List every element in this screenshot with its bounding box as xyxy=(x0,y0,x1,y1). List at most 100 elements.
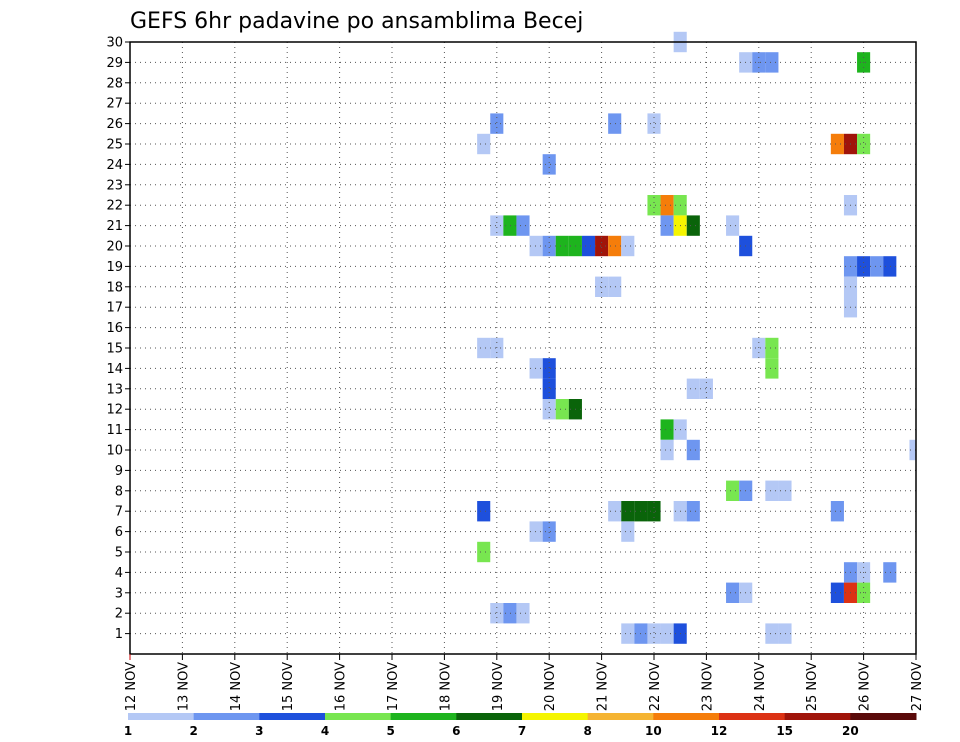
heat-cell xyxy=(647,623,661,644)
y-tick-label: 28 xyxy=(106,76,123,91)
x-tick-label: 18 NOV xyxy=(438,662,453,711)
heat-cell xyxy=(503,603,517,624)
x-tick-label: 26 NOV xyxy=(858,662,873,711)
colorbar-swatch xyxy=(719,713,786,720)
colorbar-swatch xyxy=(128,713,195,720)
heat-cell xyxy=(686,378,700,399)
y-tick-label: 19 xyxy=(106,260,123,275)
colorbar-label: 12 xyxy=(711,724,728,738)
y-tick-label: 8 xyxy=(115,484,123,499)
y-tick-label: 12 xyxy=(106,403,123,418)
heat-cell xyxy=(490,113,504,134)
plot-frame xyxy=(129,41,917,655)
x-tick-label: 16 NOV xyxy=(334,662,349,711)
heat-cell xyxy=(765,623,779,644)
chart-title: GEFS 6hr padavine po ansamblima Becej xyxy=(130,9,583,34)
y-tick-label: 21 xyxy=(106,219,123,234)
heat-cell xyxy=(490,215,504,236)
heat-cell xyxy=(699,378,713,399)
heat-cell xyxy=(726,582,740,603)
heat-cell xyxy=(686,501,700,522)
heat-cell xyxy=(647,113,661,134)
heat-cell xyxy=(595,276,609,297)
heat-cell xyxy=(477,133,491,155)
colorbar-label: 15 xyxy=(776,724,793,738)
colorbar: 1 2 3 4 5 6 7 8 10 12 15 20 xyxy=(124,713,917,738)
x-tick-label: 15 NOV xyxy=(281,662,296,711)
heat-cell xyxy=(516,603,530,624)
heat-cell xyxy=(477,501,491,522)
y-tick-label: 27 xyxy=(106,97,123,112)
colorbar-swatch xyxy=(325,713,392,720)
heat-cell xyxy=(686,439,700,461)
heat-cell xyxy=(529,235,543,257)
heat-cell xyxy=(608,235,622,257)
y-tick-label: 7 xyxy=(115,505,123,520)
heat-cell xyxy=(726,215,740,236)
heat-cell xyxy=(765,52,779,73)
y-tick-label: 29 xyxy=(106,56,123,71)
heat-cell xyxy=(647,195,661,216)
x-tick-label: 22 NOV xyxy=(648,662,663,711)
heat-cell xyxy=(686,215,700,236)
heat-cell xyxy=(490,603,504,624)
x-tick-label: 27 NOV xyxy=(910,662,925,711)
colorbar-label: 1 xyxy=(124,724,132,738)
colorbar-swatch xyxy=(784,713,851,720)
y-tick-label: 4 xyxy=(115,566,123,581)
heat-cell xyxy=(621,501,635,522)
colorbar-swatch xyxy=(850,713,917,720)
heat-cell xyxy=(608,501,622,522)
x-tick-label: 25 NOV xyxy=(805,662,820,711)
heat-cell xyxy=(503,215,517,236)
y-tick-label: 18 xyxy=(106,280,123,295)
x-tick-label: 19 NOV xyxy=(491,662,506,711)
colorbar-swatch xyxy=(522,713,589,720)
x-axis: 12 NOV 13 NOV 14 NOV 15 NOV 16 NOV 17 NOV 18 N… xyxy=(124,654,925,711)
y-tick-label: 15 xyxy=(106,342,123,357)
y-tick-label: 2 xyxy=(115,607,123,622)
y-tick-label: 30 xyxy=(106,36,123,51)
colorbar-label: 7 xyxy=(518,724,526,738)
heat-cell xyxy=(608,276,622,297)
heat-cell xyxy=(542,399,556,420)
colorbar-label: 2 xyxy=(189,724,197,738)
y-tick-label: 14 xyxy=(106,362,123,377)
x-tick-label: 20 NOV xyxy=(543,662,558,711)
heat-cell xyxy=(870,256,884,277)
heat-cell xyxy=(542,154,556,175)
colorbar-label: 20 xyxy=(842,724,859,738)
heat-cell xyxy=(529,358,543,379)
heat-cell xyxy=(660,623,674,644)
colorbar-swatch xyxy=(390,713,457,720)
colorbar-label: 3 xyxy=(255,724,263,738)
heat-cell xyxy=(555,235,569,257)
grid-layer xyxy=(130,41,916,654)
colorbar-swatch xyxy=(193,713,260,720)
heat-cell xyxy=(477,541,491,563)
colorbar-label: 6 xyxy=(452,724,460,738)
colorbar-swatch xyxy=(587,713,654,720)
heat-cell xyxy=(542,235,556,257)
x-tick-label: 13 NOV xyxy=(176,662,191,711)
heat-cell xyxy=(660,215,674,236)
heat-cell xyxy=(621,521,635,542)
colorbar-swatch xyxy=(653,713,720,720)
x-tick-label: 21 NOV xyxy=(596,662,611,711)
y-tick-label: 22 xyxy=(106,199,123,214)
heat-cell xyxy=(555,399,569,420)
heat-cell xyxy=(765,480,779,501)
y-tick-label: 20 xyxy=(106,240,123,255)
y-tick-label: 25 xyxy=(106,138,123,153)
y-tick-label: 3 xyxy=(115,586,123,601)
x-tick-label: 24 NOV xyxy=(753,662,768,711)
heat-cell xyxy=(726,480,740,501)
colorbar-label: 10 xyxy=(645,724,662,738)
heat-cell xyxy=(647,501,661,522)
heat-cell xyxy=(529,521,543,542)
heat-cell xyxy=(857,256,871,277)
y-tick-label: 6 xyxy=(115,525,123,540)
heat-cell xyxy=(542,521,556,542)
y-tick-label: 26 xyxy=(106,117,123,132)
heat-cell xyxy=(857,133,871,155)
